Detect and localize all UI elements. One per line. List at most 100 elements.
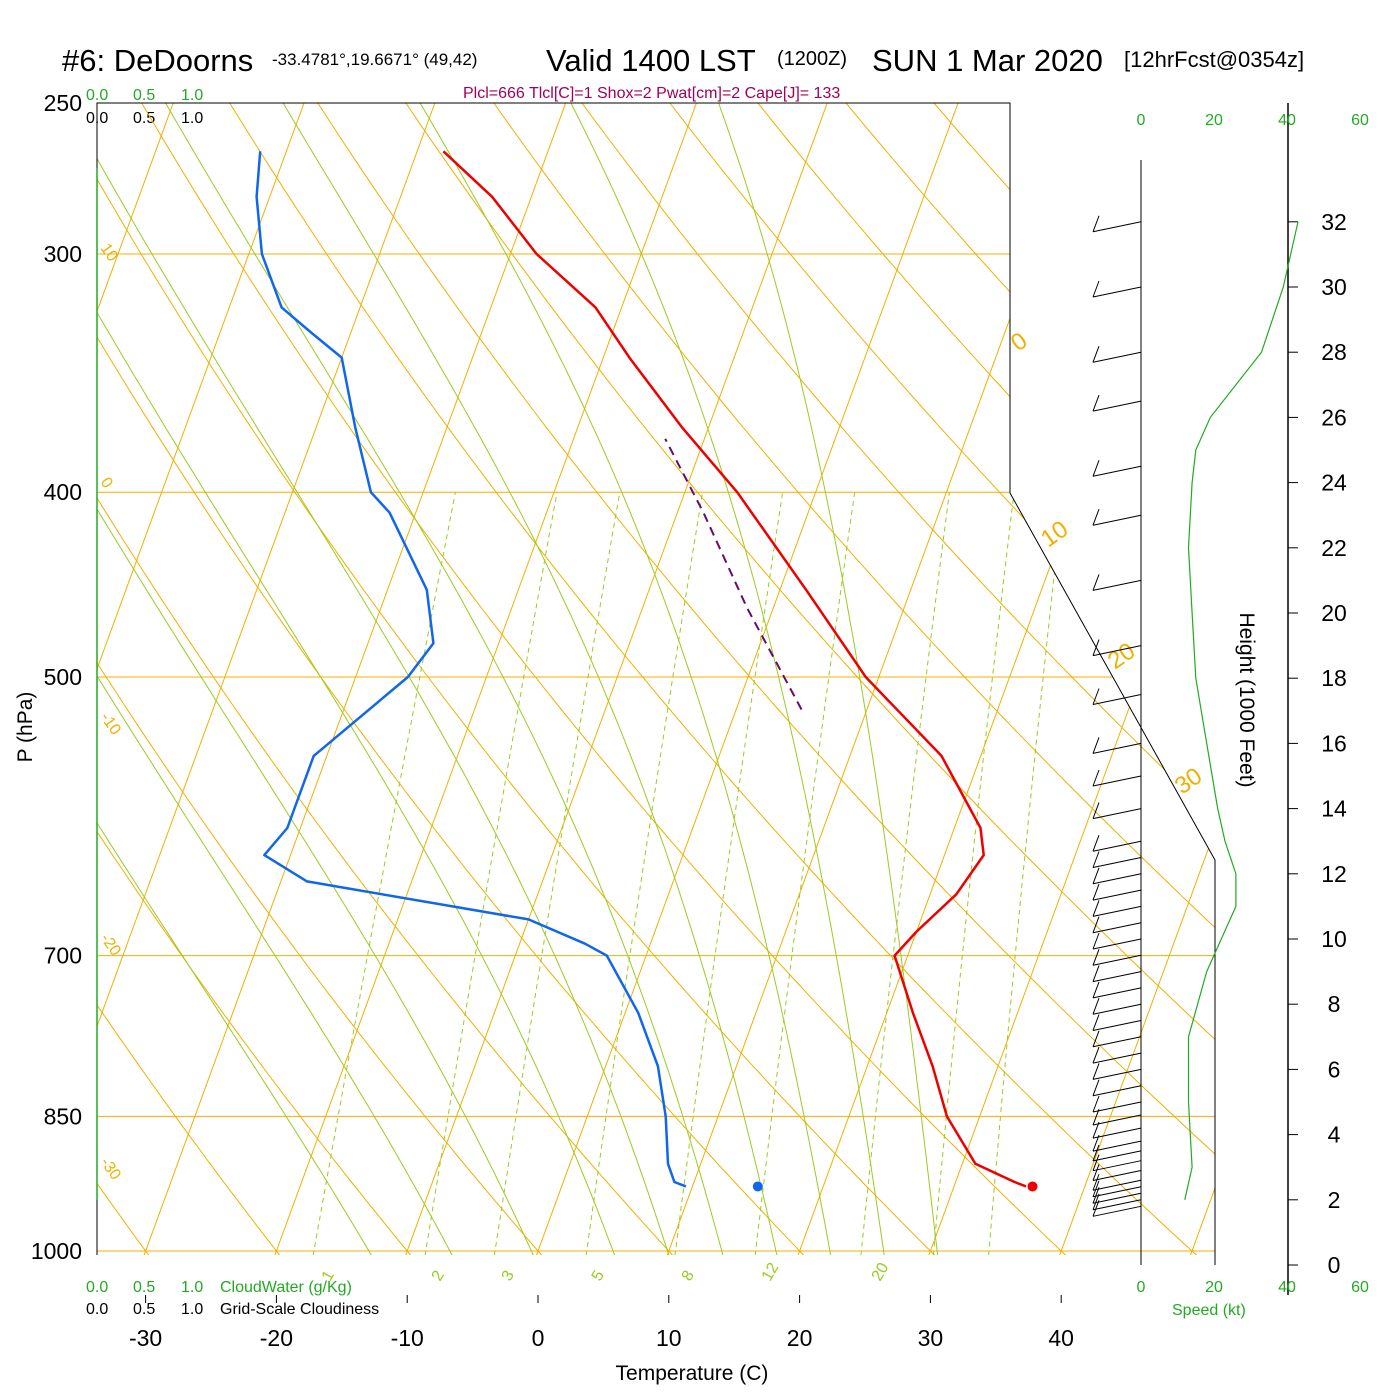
isotherm-line [97,103,317,1255]
cloudwater-label: CloudWater (g/Kg) [220,1279,352,1296]
isotherm-line [97,103,448,1255]
wind-barb-flag [1092,346,1100,363]
pressure-tick-label: 250 [44,90,82,116]
wind-barb [1092,971,1142,983]
wind-barb-flag [1092,639,1100,656]
wind-barb [1092,1205,1142,1217]
wind-barb-flag [1092,998,1100,1015]
isotherm-line [97,103,187,1255]
dry-adiabat [556,103,1215,1255]
moist-adiabat [262,103,786,1255]
sounding-indices: Plcl=666 Tlcl[C]=1 Shox=2 Pwat[cm]=2 Cap… [463,85,840,102]
wind-barb [1092,857,1142,868]
wind-barb [1092,1052,1142,1064]
pressure-tick-label: 850 [44,1103,82,1129]
wind-barb [1092,1127,1142,1139]
mixing-ratio-label: 8 [679,1268,698,1284]
scale-tick: 1.0 [181,1301,203,1318]
wind-barb-flag [1092,965,1100,982]
dry-adiabat [97,103,574,1255]
mixing-ratio-line [929,492,1015,1255]
wind-barb-flag [1092,916,1100,933]
pressure-tick-label: 700 [44,943,82,969]
dry-adiabat [730,103,1215,1255]
height-tick-label: 10 [1321,926,1347,952]
wind-barb-flag [1092,1046,1100,1064]
height-tick-label: 28 [1321,339,1347,365]
wind-barb [1092,873,1142,885]
pressure-axis: 250 300 400 500 700 850 1000 [31,90,82,1264]
wind-barb [1092,954,1142,966]
wind-barb [1092,808,1142,820]
x-tick-label: 30 [918,1325,944,1351]
top-cloudwater-scale: 0.0 0.5 1.0 [86,87,203,104]
wind-barb-flag [1092,1030,1100,1047]
wind-barb [1092,1186,1142,1198]
wind-barb [1092,351,1142,363]
wind-barb [1092,1150,1142,1162]
scale-tick: 0.0 [86,1301,108,1318]
x-tick-label: -30 [129,1325,162,1351]
wind-barb-flag [1092,1164,1100,1181]
wind-speed-line [1184,221,1299,1200]
wind-barb-flag [1092,1108,1100,1126]
isotherm-line [130,103,579,1255]
wind-barb-flag [1092,737,1100,754]
moist-adiabat [97,103,472,1255]
height-tick-label: 32 [1321,209,1347,235]
speed-axis-label: Speed (kt) [1172,1302,1246,1319]
height-tick-label: 26 [1321,404,1347,430]
surface-temperature-point [1027,1181,1038,1192]
scale-tick: 0.5 [133,110,155,127]
speed-tick-label: 20 [1205,1279,1223,1296]
dry-adiabat [97,103,309,1255]
wind-barb [1092,922,1142,934]
isotherm-line [1045,103,1215,1255]
wind-barb-flag [1092,280,1100,298]
wind-barb-flag [1092,1200,1100,1217]
moist-adiabat [553,103,890,1255]
wind-barb [1092,645,1142,657]
isotherm-label: 10 [97,241,121,265]
wind-barb [1092,1068,1142,1080]
pressure-tick-label: 400 [44,479,82,505]
isotherm-label: -10 [97,710,124,739]
speed-tick-label: 40 [1278,112,1296,129]
pressure-tick-label: 300 [44,241,82,267]
dry-adiabat [97,103,972,1255]
wind-barb-flag [1092,1174,1100,1191]
wind-barb [1092,889,1142,901]
wind-barb-flag [1092,1079,1100,1096]
mixing-ratio-line [306,492,456,1255]
height-tick-label: 18 [1321,665,1347,691]
pressure-tick-label: 500 [44,664,82,690]
wind-barb [1092,1114,1142,1126]
wind-barb [1092,1020,1142,1031]
dry-adiabat [643,103,1215,1255]
moist-adiabat [399,103,838,1255]
surface-dewpoint-point [752,1181,763,1192]
wind-barb [1092,987,1142,999]
moist-adiabat [97,103,681,1255]
moist-adiabat [97,103,393,1255]
wind-barb [1092,400,1142,412]
wind-barb [1092,1169,1142,1181]
scale-tick: 0.5 [133,1301,155,1318]
height-tick-label: 14 [1321,796,1347,822]
dry-adiabat [382,103,1215,1255]
wind-barb-flag [1092,769,1100,787]
dry-adiabat [817,103,1215,1255]
x-tick-label: 10 [656,1325,682,1351]
x-tick-label: 0 [532,1325,545,1351]
dry-adiabat [208,103,1215,1255]
station-title: #6: DeDoorns [62,43,253,78]
wind-barb [1092,905,1142,917]
isotherm-label: 10 [1036,515,1073,552]
mixing-ratio-line [669,492,784,1255]
dry-adiabat [469,103,1215,1255]
scale-tick: 1.0 [181,1279,203,1296]
sounding-profiles [255,150,1038,1192]
wind-barb-flag [1092,1063,1100,1080]
mixing-ratio-line [488,492,621,1255]
